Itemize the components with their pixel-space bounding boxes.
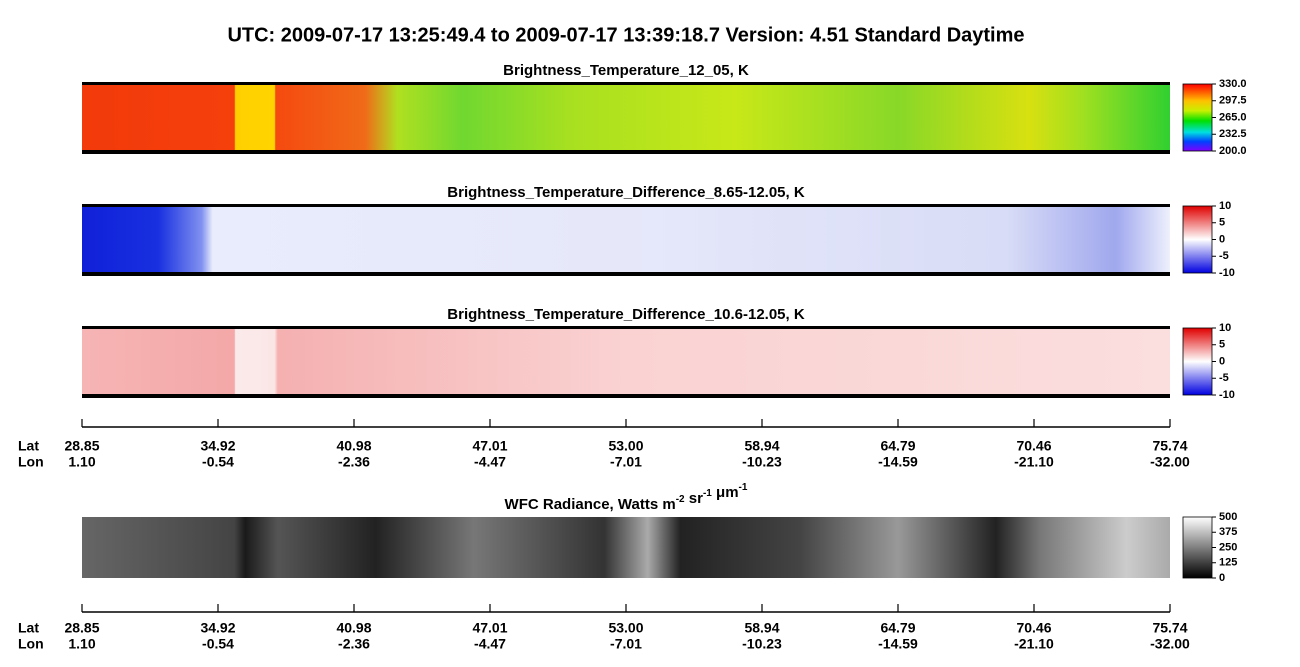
- lon-tick-label: -2.36: [338, 636, 370, 652]
- lat-tick-label: 70.46: [1016, 620, 1051, 636]
- lon-tick-label: -21.10: [1014, 636, 1054, 652]
- lon-tick-label: -14.59: [878, 636, 918, 652]
- title-text: μm: [712, 484, 739, 501]
- lat-tick-label: 34.92: [200, 620, 235, 636]
- swath-image: [82, 206, 1170, 273]
- swath-border-top: [82, 82, 1170, 85]
- lat-tick-label: 40.98: [336, 438, 371, 454]
- lat-tick-label: 75.74: [1152, 438, 1187, 454]
- lat-tick-label: 58.94: [744, 620, 779, 636]
- colorbar-label: 125: [1219, 557, 1237, 569]
- lon-tick-label: -0.54: [202, 636, 234, 652]
- lat-tick-label: 34.92: [200, 438, 235, 454]
- lon-tick-label: -4.47: [474, 454, 506, 470]
- title-superscript: -1: [703, 488, 712, 499]
- lat-tick-label: 75.74: [1152, 620, 1187, 636]
- colorbar-label: 375: [1219, 526, 1237, 538]
- lat-tick-label: 28.85: [64, 438, 99, 454]
- swath-border-bottom: [82, 272, 1170, 276]
- colorbar-label: -10: [1219, 267, 1235, 279]
- lon-tick-label: 1.10: [68, 454, 95, 470]
- panel-title: Brightness_Temperature_Difference_8.65-1…: [447, 184, 805, 201]
- lon-tick-label: -7.01: [610, 454, 642, 470]
- lon-tick-label: -10.23: [742, 454, 782, 470]
- colorbar-label: 265.0: [1219, 111, 1247, 123]
- lat-tick-label: 53.00: [608, 620, 643, 636]
- colorbar-label: 0: [1219, 355, 1225, 367]
- lat-tick-label: 64.79: [880, 620, 915, 636]
- lon-tick-label: 1.10: [68, 636, 95, 652]
- lon-label: Lon: [18, 454, 44, 470]
- lat-tick-label: 47.01: [472, 620, 507, 636]
- figure-title: UTC: 2009-07-17 13:25:49.4 to 2009-07-17…: [227, 24, 1024, 46]
- swath-image: [82, 328, 1170, 395]
- swath-border-top: [82, 204, 1170, 207]
- lon-tick-label: -7.01: [610, 636, 642, 652]
- colorbar-label: 232.5: [1219, 128, 1247, 140]
- colorbar-label: 500: [1219, 511, 1237, 523]
- colorbar-label: 5: [1219, 339, 1225, 351]
- colorbar-label: -5: [1219, 372, 1229, 384]
- title-superscript: -2: [676, 494, 685, 505]
- colorbar-label: 10: [1219, 200, 1231, 212]
- lat-tick-label: 28.85: [64, 620, 99, 636]
- colorbar-label: 297.5: [1219, 95, 1247, 107]
- lat-tick-label: 40.98: [336, 620, 371, 636]
- lat-label: Lat: [18, 620, 39, 636]
- colorbar-label: 330.0: [1219, 78, 1247, 90]
- title-text: sr: [685, 490, 704, 507]
- colorbar-label: 0: [1219, 572, 1225, 584]
- lat-tick-label: 53.00: [608, 438, 643, 454]
- lon-tick-label: -2.36: [338, 454, 370, 470]
- lon-tick-label: -32.00: [1150, 454, 1190, 470]
- colorbar-label: -5: [1219, 250, 1229, 262]
- lat-tick-label: 58.94: [744, 438, 779, 454]
- colorbar-label: 250: [1219, 541, 1237, 553]
- panel-title: Brightness_Temperature_Difference_10.6-1…: [447, 306, 805, 323]
- colorbar-label: 200.0: [1219, 145, 1247, 157]
- swath-border-bottom: [82, 394, 1170, 398]
- lon-tick-label: -0.54: [202, 454, 234, 470]
- swath-border-top: [82, 326, 1170, 329]
- swath-image: [82, 517, 1170, 578]
- lat-tick-label: 70.46: [1016, 438, 1051, 454]
- colorbar-label: 0: [1219, 233, 1225, 245]
- title-superscript: -1: [739, 482, 748, 493]
- lon-tick-label: -32.00: [1150, 636, 1190, 652]
- lon-tick-label: -10.23: [742, 636, 782, 652]
- lat-tick-label: 64.79: [880, 438, 915, 454]
- title-text: WFC Radiance, Watts m: [505, 496, 676, 513]
- swath-border-bottom: [82, 150, 1170, 154]
- panel-title: Brightness_Temperature_12_05, K: [503, 62, 749, 79]
- lon-tick-label: -14.59: [878, 454, 918, 470]
- lon-tick-label: -21.10: [1014, 454, 1054, 470]
- colorbar-label: 5: [1219, 217, 1225, 229]
- colorbar: [1182, 205, 1213, 274]
- lat-label: Lat: [18, 438, 39, 454]
- colorbar-label: -10: [1219, 389, 1235, 401]
- colorbar: [1182, 516, 1213, 579]
- swath-image: [82, 84, 1170, 151]
- colorbar: [1182, 83, 1213, 152]
- panel-title: WFC Radiance, Watts m-2 sr-1 μm-1: [505, 482, 748, 513]
- lat-tick-label: 47.01: [472, 438, 507, 454]
- lon-tick-label: -4.47: [474, 636, 506, 652]
- colorbar-label: 10: [1219, 322, 1231, 334]
- lon-label: Lon: [18, 636, 44, 652]
- colorbar: [1182, 327, 1213, 396]
